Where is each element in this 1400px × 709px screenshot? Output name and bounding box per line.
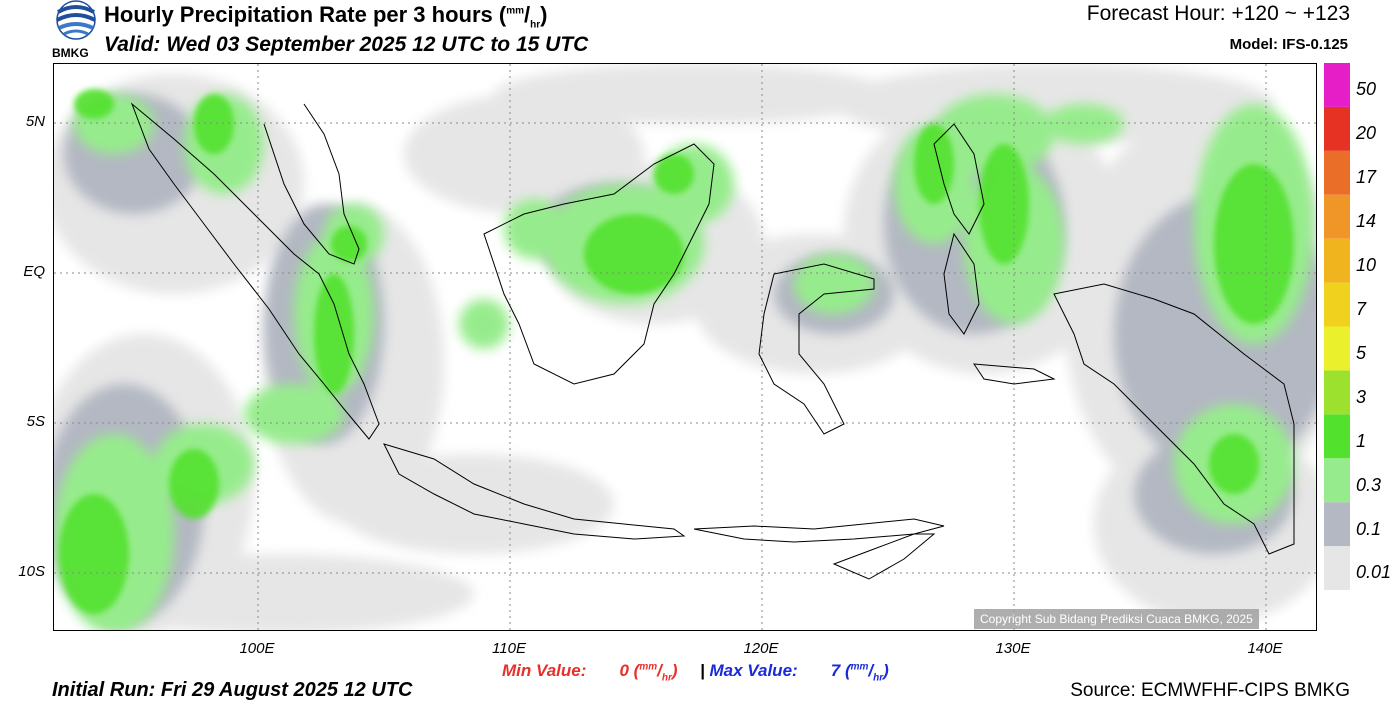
lon-label-120e: 120E [743, 640, 779, 657]
bmkg-logo [56, 0, 96, 40]
lon-label-110e: 110E [492, 640, 526, 657]
nusa-tenggara-coast [693, 518, 945, 543]
map-canvas [54, 64, 1316, 630]
papua-coast [1053, 283, 1295, 555]
colorbar-label: 3 [1356, 386, 1367, 407]
colorbar-bin-8 [1324, 194, 1350, 239]
borneo-coast [483, 143, 715, 385]
colorbar-label: 0.01 [1356, 562, 1392, 583]
coastlines [130, 102, 1295, 580]
lat-label-10s: 10S [18, 563, 45, 580]
colorbar-label: 0.3 [1356, 474, 1382, 495]
data-source: Source: ECMWFHF-CIPS BMKG [1070, 680, 1350, 701]
model-name: Model: IFS-0.125 [1229, 36, 1348, 53]
sulawesi-coast [758, 263, 875, 435]
colorbar-bin-9 [1324, 150, 1350, 195]
colorbar-bin-10 [1324, 106, 1350, 151]
sumatra-coast [130, 102, 380, 440]
malay-peninsula-coast [263, 103, 360, 265]
max-value-text: | Max Value: 7 (mm/hr) [700, 661, 889, 684]
colorbar-label: 0.1 [1356, 518, 1382, 539]
colorbar-bin-3 [1324, 414, 1350, 459]
colorbar-bin-2 [1324, 458, 1350, 503]
lon-label-140e: 140E [1247, 640, 1283, 657]
maluku-coast [943, 232, 980, 335]
copyright-notice: Copyright Sub Bidang Prediksi Cuaca BMKG… [974, 609, 1259, 629]
lat-label-5s: 5S [26, 413, 45, 430]
colorbar-label: 14 [1356, 211, 1377, 232]
colorbar [1324, 63, 1350, 590]
colorbar-bin-5 [1324, 326, 1350, 371]
colorbar-bin-7 [1324, 238, 1350, 283]
valid-time: Valid: Wed 03 September 2025 12 UTC to 1… [104, 33, 589, 56]
timor-coast [832, 533, 936, 580]
precip-layer-1 [59, 89, 1294, 614]
colorbar-bin-11 [1324, 63, 1350, 107]
seram-coast [973, 363, 1056, 385]
lon-label-130e: 130E [995, 640, 1031, 657]
min-value-text: Min Value: 0 (mm/hr) [502, 661, 678, 684]
colorbar-label: 10 [1356, 255, 1377, 276]
initial-run: Initial Run: Fri 29 August 2025 12 UTC [52, 679, 413, 701]
colorbar-bin-0 [1324, 546, 1350, 590]
colorbar-bin-6 [1324, 282, 1350, 327]
colorbar-bin-1 [1324, 502, 1350, 547]
colorbar-label: 20 [1356, 123, 1377, 144]
philippines-coast [933, 123, 985, 235]
colorbar-label: 1 [1356, 430, 1367, 451]
precipitation-map [53, 63, 1317, 631]
colorbar-label: 7 [1356, 298, 1367, 319]
lon-label-100e: 100E [239, 640, 275, 657]
logo-text: BMKG [52, 46, 89, 60]
graticule [54, 64, 1316, 630]
lat-label-eq: EQ [23, 263, 45, 280]
colorbar-bin-4 [1324, 370, 1350, 415]
colorbar-label: 17 [1356, 167, 1377, 188]
map-title: Hourly Precipitation Rate per 3 hours (m… [104, 2, 548, 31]
colorbar-label: 50 [1356, 79, 1377, 100]
lat-label-5n: 5N [25, 113, 45, 130]
forecast-hour: Forecast Hour: +120 ~ +123 [1086, 2, 1350, 25]
colorbar-label: 5 [1356, 342, 1367, 363]
java-coast [383, 443, 686, 540]
